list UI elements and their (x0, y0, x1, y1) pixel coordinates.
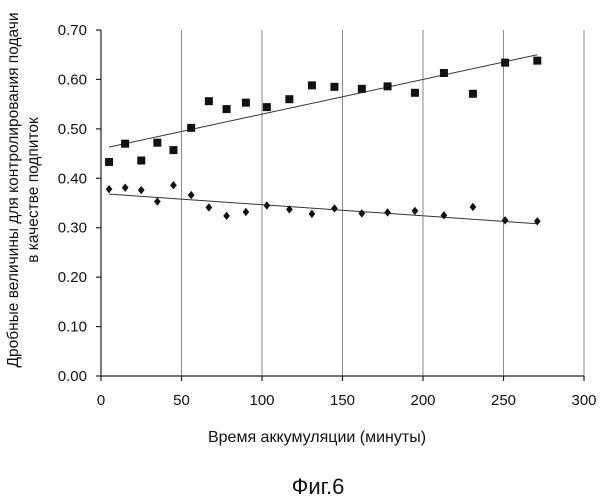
x-tick-label-2: 100 (249, 392, 274, 409)
point-series-1-12 (331, 204, 338, 212)
x-tick-label-1: 50 (173, 392, 190, 409)
point-series-0-10 (285, 95, 293, 103)
point-series-0-7 (223, 105, 231, 113)
point-series-1-13 (358, 209, 365, 217)
x-axis-label: Время аккумуляции (минуты) (208, 429, 426, 446)
point-series-0-6 (205, 97, 213, 105)
y-tick-label-2: 0.20 (58, 269, 87, 286)
figure-caption: Фиг.6 (292, 474, 345, 499)
y-tick-label-4: 0.40 (58, 170, 87, 187)
y-tick-label-3: 0.30 (58, 220, 87, 237)
point-series-0-1 (121, 140, 129, 148)
point-series-0-3 (153, 139, 161, 147)
point-series-1-2 (138, 186, 145, 194)
x-tick-label-0: 0 (97, 392, 105, 409)
point-series-0-13 (358, 85, 366, 93)
point-series-0-4 (169, 146, 177, 154)
point-series-0-16 (440, 69, 448, 77)
y-tick-label-5: 0.50 (58, 121, 87, 138)
point-series-0-14 (384, 82, 392, 90)
x-tick-label-5: 250 (491, 392, 516, 409)
point-series-1-19 (534, 217, 541, 225)
y-axis-label-line-1: Дробные величины для контролирования под… (5, 12, 22, 367)
point-series-1-5 (188, 191, 195, 199)
point-series-0-15 (411, 89, 419, 97)
point-series-1-6 (206, 203, 213, 211)
point-series-0-5 (187, 124, 195, 132)
point-series-1-0 (106, 185, 113, 193)
point-series-1-14 (384, 208, 391, 216)
y-tick-label-7: 0.70 (58, 22, 87, 39)
point-series-0-9 (263, 103, 271, 111)
point-series-0-18 (501, 59, 509, 67)
point-series-1-17 (470, 203, 477, 211)
point-series-0-8 (242, 99, 250, 107)
point-series-0-12 (330, 83, 338, 91)
axes (96, 30, 584, 381)
point-series-1-9 (263, 201, 270, 209)
point-series-1-1 (122, 183, 129, 191)
data-points (105, 57, 541, 226)
y-tick-label-1: 0.10 (58, 319, 87, 336)
point-series-1-15 (412, 207, 419, 215)
point-series-1-8 (243, 208, 250, 216)
point-series-1-4 (170, 181, 177, 189)
point-series-0-0 (105, 158, 113, 166)
trendline-series-0 (109, 55, 537, 147)
x-tick-label-3: 150 (330, 392, 355, 409)
y-tick-label-0: 0.00 (58, 368, 87, 385)
point-series-1-11 (309, 210, 316, 218)
y-tick-label-6: 0.60 (58, 71, 87, 88)
y-axis-label-line-2: в качестве подпиток (25, 117, 42, 263)
point-series-1-7 (223, 212, 230, 220)
point-series-1-3 (154, 197, 161, 205)
point-series-0-19 (533, 57, 541, 65)
trendlines (109, 55, 537, 224)
point-series-1-16 (441, 211, 448, 219)
point-series-0-17 (469, 90, 477, 98)
x-tick-label-6: 300 (571, 392, 596, 409)
point-series-0-11 (308, 81, 316, 89)
point-series-1-18 (502, 216, 509, 224)
tick-labels: 0.00 0.10 0.20 0.30 0.40 0.50 0.60 0.70 0 50 100 15… (58, 22, 597, 409)
point-series-0-2 (137, 156, 145, 164)
x-tick-label-4: 200 (410, 392, 435, 409)
